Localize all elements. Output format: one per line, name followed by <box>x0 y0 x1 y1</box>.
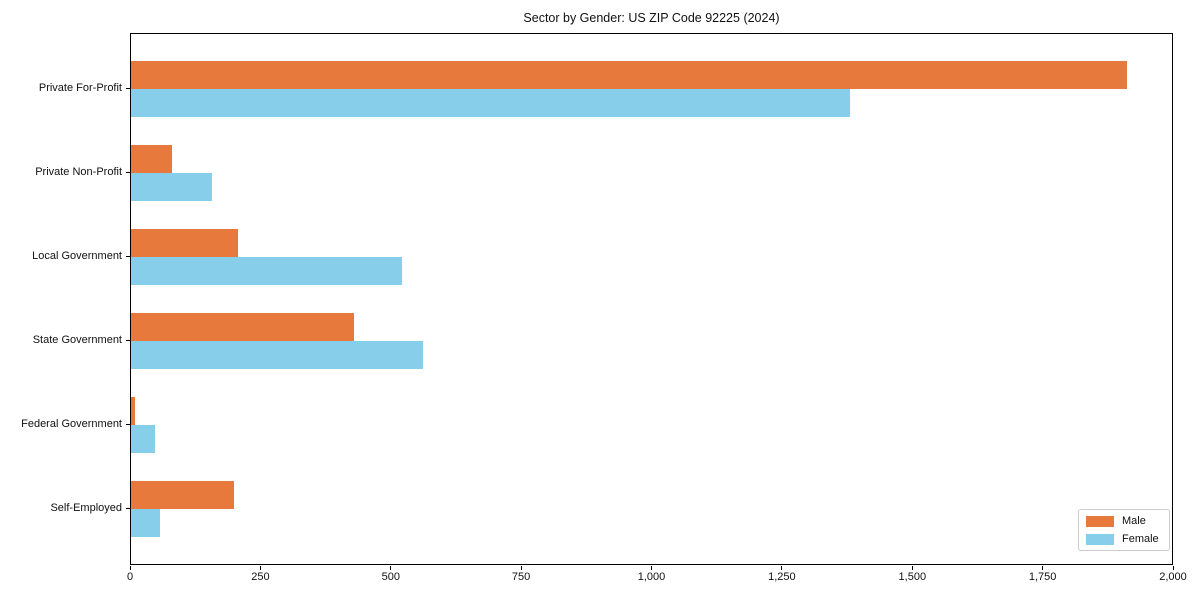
x-tick-label: 1,000 <box>637 571 666 583</box>
legend-label: Male <box>1122 515 1146 527</box>
legend-item-male: Male <box>1086 515 1162 527</box>
bar-male-category-2 <box>131 229 238 257</box>
bar-female-category-3 <box>131 341 423 369</box>
bar-male-category-0 <box>131 61 1128 89</box>
x-tick-mark <box>520 566 522 570</box>
bar-female-category-1 <box>131 173 212 201</box>
x-tick-mark <box>1172 566 1174 570</box>
y-tick-label: Private For-Profit <box>38 82 122 94</box>
bar-female-category-4 <box>131 425 155 453</box>
x-tick-mark <box>390 566 392 570</box>
plot-area <box>130 33 1173 565</box>
bar-male-category-1 <box>131 145 172 173</box>
x-tick-mark <box>129 566 131 570</box>
y-tick-label: State Government <box>32 334 122 346</box>
x-tick-label: 1,750 <box>1028 571 1057 583</box>
legend-swatch-male <box>1086 515 1114 527</box>
bar-male-category-4 <box>131 397 136 425</box>
x-tick-label: 2,000 <box>1159 571 1187 583</box>
y-tick-label: Local Government <box>32 250 122 262</box>
legend: Male Female <box>1078 509 1170 551</box>
chart-title: Sector by Gender: US ZIP Code 92225 (202… <box>523 11 780 25</box>
x-tick-label: 1,500 <box>898 571 927 583</box>
y-tick-mark <box>126 508 130 509</box>
y-tick-mark <box>126 256 130 257</box>
x-tick-mark <box>259 566 261 570</box>
bar-female-category-2 <box>131 257 403 285</box>
legend-item-female: Female <box>1086 533 1162 545</box>
x-tick-label: 1,250 <box>768 571 796 583</box>
bar-female-category-0 <box>131 89 850 117</box>
x-tick-label: 250 <box>251 571 270 583</box>
x-tick-mark <box>911 566 913 570</box>
bar-male-category-3 <box>131 313 355 341</box>
x-tick-mark <box>781 566 783 570</box>
x-tick-label: 750 <box>511 571 531 583</box>
legend-swatch-female <box>1086 533 1114 545</box>
bar-female-category-5 <box>131 509 160 537</box>
y-tick-label: Self-Employed <box>50 502 122 514</box>
y-tick-mark <box>126 424 130 425</box>
y-tick-label: Federal Government <box>21 418 122 430</box>
x-tick-mark <box>1042 566 1044 570</box>
y-tick-mark <box>126 88 130 89</box>
legend-label: Female <box>1122 533 1159 545</box>
y-tick-mark <box>126 172 130 173</box>
y-tick-label: Private Non-Profit <box>35 166 122 178</box>
y-tick-mark <box>126 340 130 341</box>
x-tick-mark <box>651 566 652 570</box>
x-tick-label: 0 <box>126 571 134 583</box>
x-tick-label: 500 <box>381 571 400 583</box>
bar-male-category-5 <box>131 481 235 509</box>
